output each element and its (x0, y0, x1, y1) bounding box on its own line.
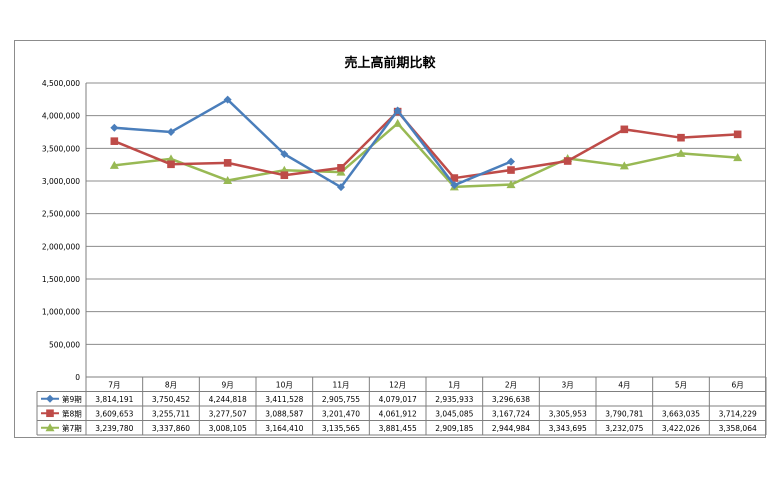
chart-frame (14, 40, 766, 438)
y-tick-label: 1,500,000 (42, 275, 80, 284)
x-tick-label: 5月 (675, 380, 687, 389)
chart-title: 売上高前期比較 (344, 56, 436, 71)
point-marker (507, 166, 515, 174)
y-tick-label: 4,500,000 (42, 79, 80, 88)
data-label: 3,343,695 (549, 424, 587, 433)
point-marker (450, 174, 459, 182)
point-marker (167, 127, 175, 136)
data-label: 3,167,724 (492, 409, 530, 418)
data-label: 3,088,587 (265, 409, 303, 418)
point-marker (393, 118, 403, 127)
x-tick-label: 1月 (448, 380, 460, 389)
point-marker (167, 160, 175, 169)
data-label: 3,008,105 (209, 424, 247, 433)
y-tick-label: 4,000,000 (42, 112, 80, 121)
series-line (114, 122, 738, 189)
point-marker (337, 164, 345, 172)
data-label: 2,905,755 (322, 395, 360, 404)
x-tick-label: 2月 (505, 380, 517, 389)
point-marker (336, 167, 346, 176)
point-marker (620, 125, 629, 134)
y-tick-label: 500,000 (49, 340, 80, 349)
data-label: 3,714,229 (719, 409, 757, 418)
point-marker (393, 106, 402, 115)
legend-label: 第7期 (62, 423, 82, 433)
point-marker (223, 175, 233, 184)
point-marker (280, 171, 289, 180)
data-label: 3,255,711 (152, 409, 190, 418)
data-label: 3,239,780 (95, 424, 133, 433)
x-tick-label: 9月 (222, 380, 234, 389)
x-tick-label: 12月 (389, 380, 406, 389)
point-marker (337, 183, 345, 192)
x-tick-label: 8月 (165, 380, 177, 389)
point-marker (733, 130, 742, 139)
point-marker (223, 95, 232, 104)
data-label: 3,609,653 (95, 409, 133, 418)
x-tick-label: 4月 (618, 380, 630, 389)
x-tick-label: 3月 (562, 380, 574, 389)
point-marker (676, 148, 686, 157)
x-tick-label: 6月 (732, 380, 744, 389)
y-tick-label: 0 (75, 373, 80, 382)
data-label: 3,277,507 (209, 409, 247, 418)
point-marker (450, 181, 459, 190)
data-label: 3,305,953 (549, 409, 587, 418)
point-marker (506, 180, 516, 189)
y-tick-label: 2,500,000 (42, 210, 80, 219)
data-label: 3,750,452 (152, 395, 190, 404)
y-tick-label: 2,000,000 (42, 242, 80, 251)
point-marker (563, 157, 572, 165)
data-label: 3,358,064 (719, 424, 757, 433)
point-marker (166, 154, 176, 163)
point-marker (109, 160, 119, 169)
point-marker (733, 153, 743, 162)
point-marker (110, 123, 119, 132)
y-tick-label: 3,500,000 (42, 144, 80, 153)
data-label: 3,814,191 (95, 395, 133, 404)
data-label: 3,164,410 (265, 424, 303, 433)
data-label: 3,201,470 (322, 409, 360, 418)
x-tick-label: 7月 (108, 380, 120, 389)
y-tick-label: 1,000,000 (42, 308, 80, 317)
point-marker (677, 133, 685, 142)
point-marker (46, 409, 54, 418)
data-label: 3,422,026 (662, 424, 700, 433)
data-label: 3,045,085 (435, 409, 473, 418)
y-tick-label: 3,000,000 (42, 177, 80, 186)
x-tick-label: 10月 (276, 380, 293, 389)
series-line (113, 110, 738, 180)
data-label: 3,296,638 (492, 395, 530, 404)
data-label: 4,061,912 (379, 409, 417, 418)
data-label: 2,909,185 (435, 424, 473, 433)
data-label: 2,944,984 (492, 424, 530, 433)
data-label: 3,232,075 (605, 424, 643, 433)
data-label: 3,337,860 (152, 424, 190, 433)
data-label: 4,079,017 (379, 395, 417, 404)
data-label: 3,663,035 (662, 409, 700, 418)
data-label: 3,881,455 (379, 424, 417, 433)
data-label: 2,935,933 (435, 395, 473, 404)
legend-label: 第8期 (62, 408, 82, 418)
point-marker (280, 150, 289, 159)
series-line (114, 98, 512, 189)
data-label: 3,135,565 (322, 424, 360, 433)
point-marker (110, 137, 119, 145)
point-marker (45, 423, 55, 432)
data-label: 3,411,528 (265, 395, 303, 404)
data-label: 4,244,818 (209, 395, 247, 404)
point-marker (619, 161, 629, 170)
x-tick-label: 11月 (332, 380, 349, 389)
point-marker (507, 157, 515, 166)
legend-label: 第9期 (62, 394, 82, 404)
data-label: 3,790,781 (605, 409, 643, 418)
point-marker (223, 159, 232, 167)
point-marker (46, 394, 54, 403)
